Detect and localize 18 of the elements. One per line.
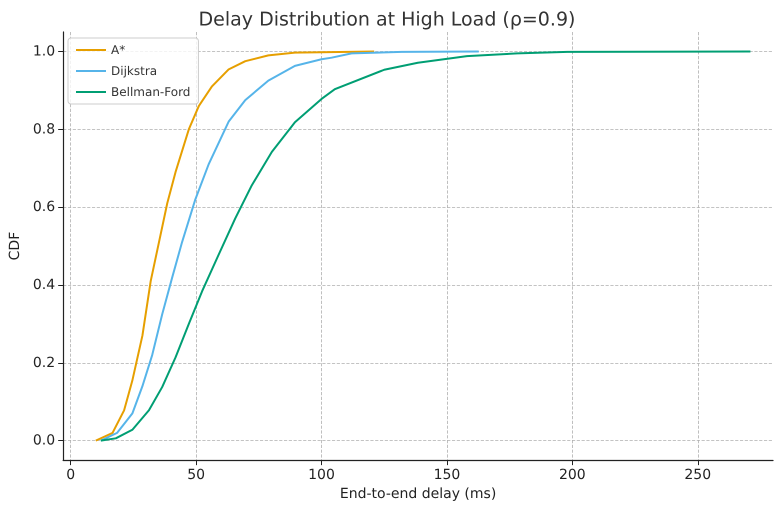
y-tick-label: 0.6	[32, 199, 56, 216]
y-tick-label: 0.8	[32, 121, 56, 138]
chart-title: Delay Distribution at High Load (ρ=0.9)	[198, 8, 576, 30]
legend-label: Bellman-Ford	[111, 85, 190, 99]
y-tick-label: 1.0	[32, 43, 56, 60]
legend-label: Dijkstra	[111, 64, 158, 78]
y-axis-title: CDF	[7, 232, 23, 260]
y-tick-label: 0.2	[32, 354, 56, 371]
x-tick-label: 50	[187, 467, 206, 484]
y-tick-label: 0.0	[32, 432, 56, 449]
x-axis-title: End-to-end delay (ms)	[340, 486, 496, 502]
legend-label: A*	[111, 43, 126, 57]
x-tick-label: 150	[434, 467, 460, 484]
y-tick-label: 0.4	[32, 276, 56, 293]
x-tick-label: 0	[66, 467, 76, 484]
x-tick-label: 200	[558, 467, 586, 484]
x-tick-label: 100	[308, 467, 335, 484]
x-tick-label: 250	[684, 467, 712, 484]
